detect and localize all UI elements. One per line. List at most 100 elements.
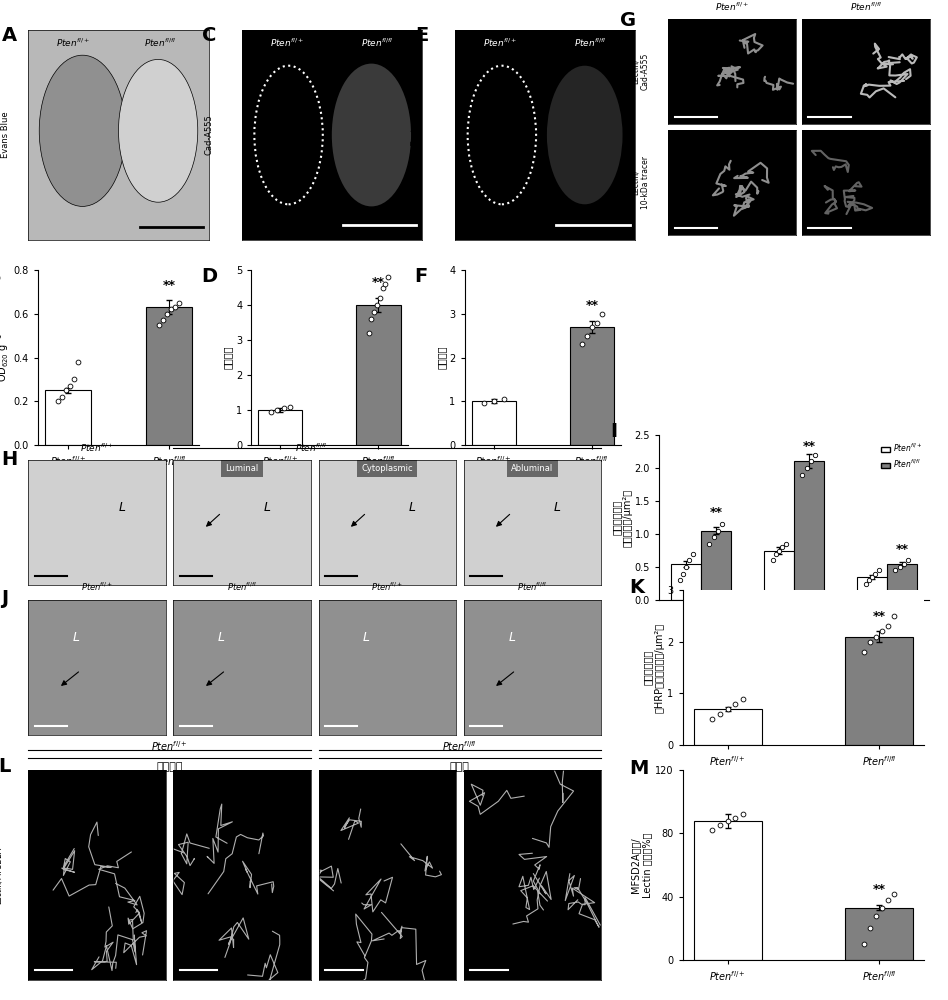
Text: **: ** <box>873 883 885 896</box>
Point <box>862 572 877 588</box>
Text: L: L <box>0 757 10 776</box>
Point <box>589 314 604 330</box>
Text: 转胞吞: 转胞吞 <box>450 762 469 772</box>
Point <box>685 546 701 562</box>
Point <box>263 404 278 420</box>
Bar <box>701 531 731 600</box>
Point <box>728 696 743 712</box>
Point <box>373 290 388 306</box>
Point <box>672 572 687 588</box>
Text: I: I <box>611 422 617 441</box>
Point <box>679 559 694 575</box>
Point <box>863 634 878 650</box>
Point <box>159 306 174 322</box>
Y-axis label: MFSD2A表达/
Lectin 表达（%）: MFSD2A表达/ Lectin 表达（%） <box>630 832 652 898</box>
Point <box>768 546 783 562</box>
Text: L: L <box>218 631 225 644</box>
Point <box>713 817 728 833</box>
Point <box>901 552 916 568</box>
Point <box>364 311 379 327</box>
Text: $Pten$$^{fl/fl}$: $Pten$$^{fl/fl}$ <box>228 581 257 593</box>
Ellipse shape <box>547 66 623 204</box>
Bar <box>857 577 887 600</box>
Point <box>799 460 814 476</box>
Text: $Pten$$^{fl/+}$: $Pten$$^{fl/+}$ <box>82 581 113 593</box>
Point <box>172 295 187 311</box>
Point <box>584 319 599 335</box>
Point <box>715 516 730 532</box>
Bar <box>671 564 701 600</box>
Point <box>50 393 65 409</box>
Point <box>63 378 78 394</box>
Text: **: ** <box>162 279 175 292</box>
Text: L: L <box>409 501 415 514</box>
Text: L: L <box>73 631 80 644</box>
Bar <box>356 305 400 445</box>
Text: **: ** <box>709 506 722 519</box>
Point <box>892 559 907 575</box>
Point <box>881 618 896 634</box>
Text: $Pten$$^{fl/+}$: $Pten$$^{fl/+}$ <box>80 441 115 454</box>
Point <box>865 569 880 585</box>
Legend: $Pten$$^{fl/+}$, $Pten$$^{fl/fl}$: $Pten$$^{fl/+}$, $Pten$$^{fl/fl}$ <box>878 439 925 474</box>
Point <box>276 400 291 416</box>
Text: A: A <box>1 26 16 45</box>
Text: Abluminal: Abluminal <box>511 464 554 473</box>
Point <box>858 576 873 592</box>
Point <box>720 701 736 717</box>
Point <box>881 892 896 908</box>
Point <box>863 920 878 936</box>
Point <box>168 299 183 315</box>
Ellipse shape <box>332 64 411 206</box>
Point <box>682 552 697 568</box>
Bar <box>845 636 913 745</box>
Text: Cad-A555: Cad-A555 <box>205 115 214 155</box>
Bar <box>258 410 302 445</box>
Bar <box>146 307 191 445</box>
Point <box>710 523 725 539</box>
Point <box>375 279 391 296</box>
Text: Cytoplasmic: Cytoplasmic <box>361 464 413 473</box>
Text: Lectin/
10-kDa tracer: Lectin/ 10-kDa tracer <box>630 156 650 209</box>
Text: M: M <box>629 759 648 778</box>
Text: F: F <box>414 266 428 286</box>
Text: $Pten$$^{fl/fl}$: $Pten$$^{fl/fl}$ <box>849 0 883 13</box>
Bar <box>694 821 762 960</box>
Point <box>778 536 793 552</box>
Text: L: L <box>363 631 370 644</box>
Point <box>875 623 890 639</box>
Point <box>706 529 721 545</box>
Point <box>705 711 720 727</box>
Point <box>794 467 810 483</box>
Point <box>775 539 790 555</box>
Text: C: C <box>202 26 216 45</box>
Point <box>163 301 178 317</box>
Y-axis label: 囊泡平均密度
（囊泡数目/μm²）: 囊泡平均密度 （囊泡数目/μm²） <box>611 488 633 547</box>
Text: $Pten$$^{fl/fl}$: $Pten$$^{fl/fl}$ <box>518 581 547 593</box>
Point <box>381 269 396 285</box>
Text: B: B <box>0 266 1 286</box>
Text: $Pten$$^{fl/fl}$: $Pten$$^{fl/fl}$ <box>144 36 176 49</box>
Point <box>378 276 393 292</box>
Bar <box>694 709 762 745</box>
Point <box>772 542 787 558</box>
Point <box>367 304 382 320</box>
Text: $Pten$$^{fl/fl}$: $Pten$$^{fl/fl}$ <box>443 739 477 753</box>
Text: L: L <box>554 501 560 514</box>
Point <box>887 562 902 578</box>
Text: $Pten$$^{fl/+}$: $Pten$$^{fl/+}$ <box>372 581 403 593</box>
Point <box>675 566 690 582</box>
Text: E: E <box>415 26 428 45</box>
Point <box>476 395 491 411</box>
Point <box>897 556 912 572</box>
Point <box>594 306 610 322</box>
Bar <box>764 550 793 600</box>
Point <box>269 402 284 418</box>
Text: $Pten$$^{fl/+}$: $Pten$$^{fl/+}$ <box>269 36 304 49</box>
Bar <box>845 908 913 960</box>
Point <box>59 382 74 398</box>
Text: $Pten$$^{fl/fl}$: $Pten$$^{fl/fl}$ <box>574 36 607 49</box>
Text: $Pten$$^{fl/+}$: $Pten$$^{fl/+}$ <box>152 739 188 753</box>
Text: K: K <box>629 578 645 597</box>
Point <box>283 398 298 414</box>
